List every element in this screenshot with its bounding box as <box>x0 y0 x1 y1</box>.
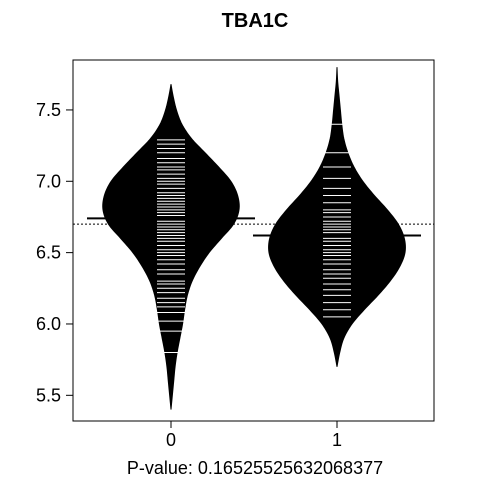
x-axis-label: P-value: 0.16525525632068377 <box>127 458 383 478</box>
y-tick-label: 7.5 <box>36 100 61 120</box>
y-tick-label: 5.5 <box>36 385 61 405</box>
bean-group-0 <box>87 84 255 410</box>
y-axis: 5.5 6.0 6.5 7.0 7.5 <box>36 100 74 405</box>
y-tick-label: 7.0 <box>36 171 61 191</box>
x-tick-label: 1 <box>332 430 342 450</box>
y-tick-label: 6.5 <box>36 243 61 263</box>
chart-title: TBA1C <box>222 10 289 32</box>
y-tick-label: 6.0 <box>36 314 61 334</box>
plot-area <box>73 67 434 410</box>
bean-group-1 <box>253 67 421 367</box>
bean-shape-0 <box>102 84 240 410</box>
x-tick-label: 0 <box>166 430 176 450</box>
